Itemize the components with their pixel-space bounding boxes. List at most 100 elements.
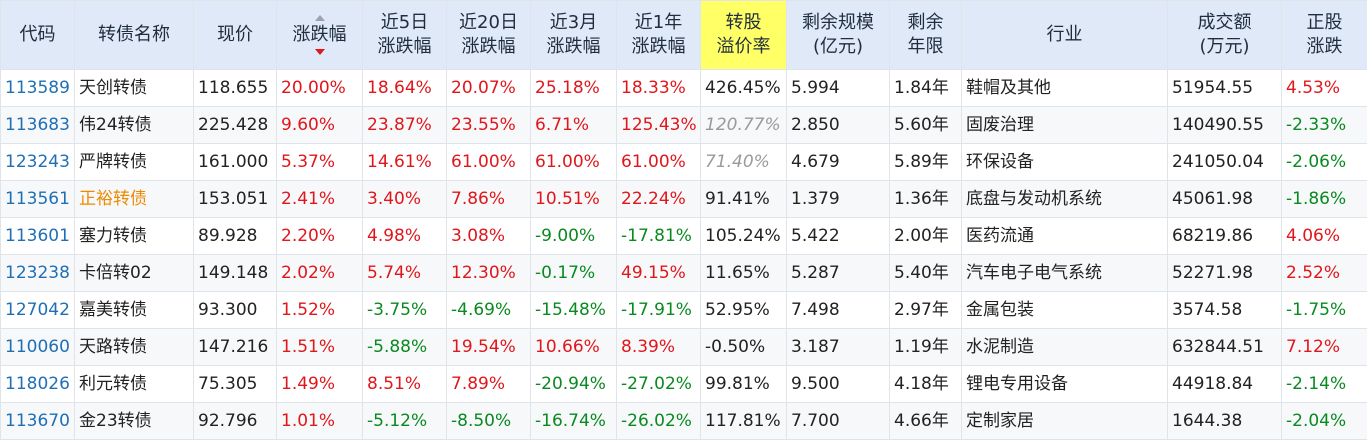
cell-remaining-years: 5.60年: [889, 106, 962, 144]
cell-bond-name[interactable]: 卡倍转02: [74, 254, 194, 292]
cell-change-3m: 61.00%: [530, 143, 617, 181]
table-row[interactable]: 113670 金23转债 92.796 1.01% -5.12% -8.50% -16.74…: [0, 402, 1367, 440]
table-row[interactable]: 118026 利元转债 75.305 1.49% 8.51% 7.89% -20.94% -2…: [0, 365, 1367, 403]
cell-code[interactable]: 113683: [0, 106, 75, 144]
cell-change: 9.60%: [276, 106, 363, 144]
header-label: 正股 涨跌: [1306, 12, 1343, 57]
table-row[interactable]: 123238 卡倍转02 149.148 2.02% 5.74% 12.30% -0.17%…: [0, 254, 1367, 292]
header-change-3m[interactable]: 近3月 涨跌幅: [530, 0, 617, 70]
cell-turnover: 52271.98: [1167, 254, 1282, 292]
cell-remaining-size: 5.287: [786, 254, 890, 292]
cell-change-5d: 8.51%: [362, 365, 447, 403]
sort-asc-icon[interactable]: [314, 15, 325, 21]
cell-bond-name[interactable]: 伟24转债: [74, 106, 194, 144]
cell-change-3m: 25.18%: [530, 69, 617, 107]
header-turnover[interactable]: 成交额 (万元): [1167, 0, 1282, 70]
header-remaining-years[interactable]: 剩余 年限: [889, 0, 962, 70]
table-row[interactable]: 127042 嘉美转债 93.300 1.52% -3.75% -4.69% -15.48%…: [0, 291, 1367, 329]
cell-remaining-years: 4.18年: [889, 365, 962, 403]
header-premium-rate[interactable]: 转股 溢价率: [700, 0, 787, 70]
cell-change-1y: 125.43%: [616, 106, 701, 144]
header-price[interactable]: 现价: [193, 0, 277, 70]
cell-code[interactable]: 113601: [0, 217, 75, 255]
cell-industry: 底盘与发动机系统: [961, 180, 1168, 218]
cell-stock-change: 7.12%: [1281, 328, 1367, 366]
cell-change: 1.52%: [276, 291, 363, 329]
cell-code[interactable]: 123238: [0, 254, 75, 292]
cell-code[interactable]: 113561: [0, 180, 75, 218]
cell-stock-change: 4.06%: [1281, 217, 1367, 255]
cell-change-5d: -5.12%: [362, 402, 447, 440]
cell-bond-name[interactable]: 塞力转债: [74, 217, 194, 255]
header-remaining-size[interactable]: 剩余规模 (亿元): [786, 0, 890, 70]
cell-turnover: 632844.51: [1167, 328, 1282, 366]
table-row[interactable]: 123243 严牌转债 161.000 5.37% 14.61% 61.00% 61.00%…: [0, 143, 1367, 181]
cell-code[interactable]: 113670: [0, 402, 75, 440]
cell-bond-name[interactable]: 金23转债: [74, 402, 194, 440]
cell-premium-rate: 52.95%: [700, 291, 787, 329]
cell-premium-rate: 426.45%: [700, 69, 787, 107]
cell-change-20d: 61.00%: [446, 143, 531, 181]
cell-industry: 水泥制造: [961, 328, 1168, 366]
header-stock-change[interactable]: 正股 涨跌: [1281, 0, 1367, 70]
header-label: 现价: [217, 24, 253, 45]
cell-code[interactable]: 123243: [0, 143, 75, 181]
header-change-1y[interactable]: 近1年 涨跌幅: [616, 0, 701, 70]
cell-change-3m: 6.71%: [530, 106, 617, 144]
header-label: 近5日 涨跌幅: [377, 12, 432, 57]
cell-bond-name[interactable]: 天路转债: [74, 328, 194, 366]
table-row[interactable]: 113683 伟24转债 225.428 9.60% 23.87% 23.55% 6.71%…: [0, 106, 1367, 144]
header-change-20d[interactable]: 近20日 涨跌幅: [446, 0, 531, 70]
cell-code[interactable]: 113589: [0, 69, 75, 107]
cell-stock-change: -1.75%: [1281, 291, 1367, 329]
cell-remaining-size: 5.994: [786, 69, 890, 107]
cell-stock-change: -2.04%: [1281, 402, 1367, 440]
cell-code[interactable]: 110060: [0, 328, 75, 366]
cell-change-20d: -8.50%: [446, 402, 531, 440]
cell-price: 153.051: [193, 180, 277, 218]
header-change-5d[interactable]: 近5日 涨跌幅: [362, 0, 447, 70]
cell-change-3m: -0.17%: [530, 254, 617, 292]
cell-change-1y: -17.91%: [616, 291, 701, 329]
table-row[interactable]: 113561 正裕转债 153.051 2.41% 3.40% 7.86% 10.51% 22…: [0, 180, 1367, 218]
header-label: 成交额 (万元): [1197, 12, 1252, 57]
cell-price: 118.655: [193, 69, 277, 107]
cell-bond-name[interactable]: 利元转债: [74, 365, 194, 403]
sort-desc-icon[interactable]: [314, 49, 325, 55]
cell-remaining-years: 1.19年: [889, 328, 962, 366]
header-bond-name[interactable]: 转债名称: [74, 0, 194, 70]
cell-remaining-years: 1.36年: [889, 180, 962, 218]
cell-industry: 鞋帽及其他: [961, 69, 1168, 107]
cell-change-5d: 5.74%: [362, 254, 447, 292]
cell-bond-name[interactable]: 正裕转债: [74, 180, 194, 218]
header-label: 行业: [1046, 24, 1083, 45]
header-industry[interactable]: 行业: [961, 0, 1168, 70]
table-row[interactable]: 113589 天创转债 118.655 20.00% 18.64% 20.07% 25.18…: [0, 69, 1367, 107]
cell-change-3m: -16.74%: [530, 402, 617, 440]
cell-code[interactable]: 118026: [0, 365, 75, 403]
cell-stock-change: 2.52%: [1281, 254, 1367, 292]
cell-stock-change: -2.06%: [1281, 143, 1367, 181]
cell-industry: 汽车电子电气系统: [961, 254, 1168, 292]
cell-bond-name[interactable]: 天创转债: [74, 69, 194, 107]
cell-price: 93.300: [193, 291, 277, 329]
cell-change: 20.00%: [276, 69, 363, 107]
header-label: 代码: [19, 24, 56, 45]
header-code[interactable]: 代码: [0, 0, 75, 70]
table-row[interactable]: 110060 天路转债 147.216 1.51% -5.88% 19.54% 10.66%…: [0, 328, 1367, 366]
cell-stock-change: -1.86%: [1281, 180, 1367, 218]
cell-change-5d: 18.64%: [362, 69, 447, 107]
cell-change-1y: -26.02%: [616, 402, 701, 440]
cell-bond-name[interactable]: 嘉美转债: [74, 291, 194, 329]
header-label: 剩余 年限: [907, 12, 944, 57]
cell-code[interactable]: 127042: [0, 291, 75, 329]
header-label: 涨跌幅: [293, 15, 347, 55]
header-label: 剩余规模 (亿元): [802, 12, 874, 57]
cell-bond-name[interactable]: 严牌转债: [74, 143, 194, 181]
cell-remaining-size: 7.700: [786, 402, 890, 440]
cell-change: 1.01%: [276, 402, 363, 440]
cell-change-20d: 23.55%: [446, 106, 531, 144]
table-row[interactable]: 113601 塞力转债 89.928 2.20% 4.98% 3.08% -9.00% -17…: [0, 217, 1367, 255]
header-change[interactable]: 涨跌幅: [276, 0, 363, 70]
